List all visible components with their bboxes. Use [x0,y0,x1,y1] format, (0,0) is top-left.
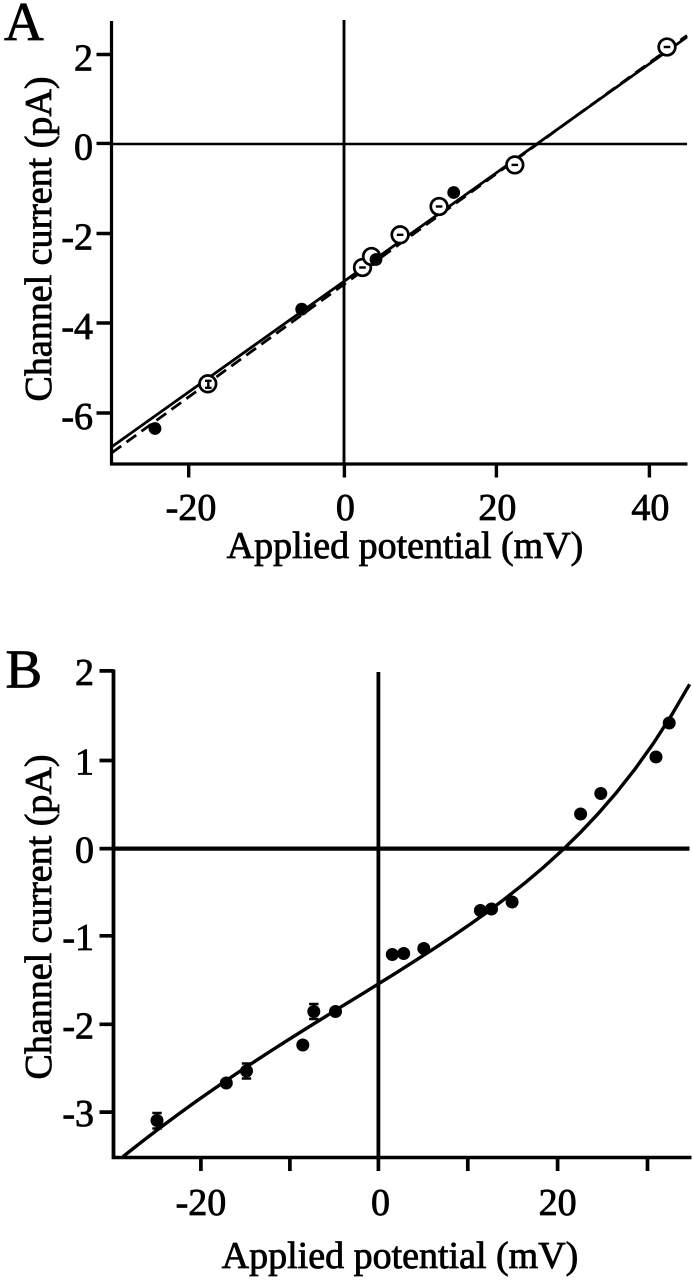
svg-text:20: 20 [478,487,516,529]
svg-text:-1: -1 [62,917,94,959]
svg-text:-4: -4 [61,306,93,348]
svg-text:Applied potential (mV): Applied potential (mV) [227,525,584,567]
svg-text:1: 1 [75,742,94,784]
svg-text:0: 0 [74,126,93,168]
svg-text:2: 2 [74,38,93,80]
svg-text:0: 0 [75,830,94,872]
svg-text:40: 40 [631,487,669,529]
svg-text:20: 20 [539,1182,577,1224]
svg-text:Channel current (pA): Channel current (pA) [18,755,60,1080]
svg-text:0: 0 [371,1182,390,1224]
svg-text:Channel current (pA): Channel current (pA) [18,77,60,402]
svg-text:B: B [6,639,43,700]
svg-text:2: 2 [75,652,94,694]
svg-text:-6: -6 [61,396,93,438]
svg-text:-2: -2 [61,217,93,259]
svg-text:-20: -20 [166,487,217,529]
svg-text:-3: -3 [62,1093,94,1135]
svg-text:-2: -2 [62,1005,94,1047]
svg-text:0: 0 [336,487,355,529]
svg-text:A: A [4,0,44,52]
svg-text:-20: -20 [176,1182,227,1224]
svg-text:Applied potential (mV): Applied potential (mV) [222,1235,579,1277]
